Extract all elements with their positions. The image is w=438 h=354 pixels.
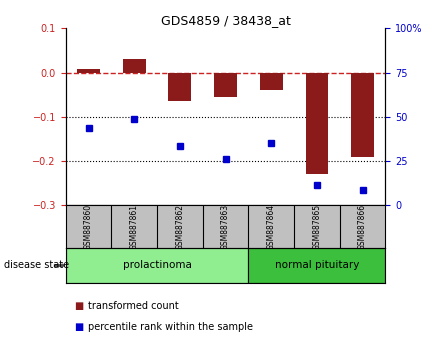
Text: GSM887863: GSM887863 [221, 204, 230, 250]
Text: GSM887860: GSM887860 [84, 204, 93, 250]
Bar [77, 69, 100, 73]
Text: disease state: disease state [4, 261, 70, 270]
Bar [214, 73, 237, 97]
Text: GSM887866: GSM887866 [358, 204, 367, 250]
Title: GDS4859 / 38438_at: GDS4859 / 38438_at [161, 14, 290, 27]
Text: GSM887861: GSM887861 [130, 204, 139, 250]
Bar [66, 248, 248, 283]
Bar [305, 73, 328, 175]
Bar [351, 73, 374, 157]
Text: ■: ■ [74, 322, 84, 332]
Text: transformed count: transformed count [88, 301, 179, 311]
Text: GSM887864: GSM887864 [267, 204, 276, 250]
Bar [248, 248, 385, 283]
Bar [123, 59, 145, 73]
Bar [169, 73, 191, 101]
Text: GSM887865: GSM887865 [312, 204, 321, 250]
Text: percentile rank within the sample: percentile rank within the sample [88, 322, 254, 332]
Text: GSM887862: GSM887862 [175, 204, 184, 250]
Text: prolactinoma: prolactinoma [123, 261, 191, 270]
Bar [260, 73, 283, 90]
Text: ■: ■ [74, 301, 84, 311]
Text: normal pituitary: normal pituitary [275, 261, 359, 270]
